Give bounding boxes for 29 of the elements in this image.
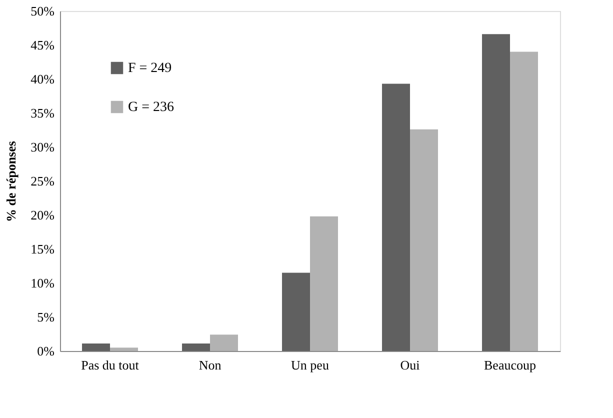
- y-tick-label: 30%: [30, 140, 55, 154]
- x-tick-label: Pas du tout: [81, 358, 140, 372]
- x-tick-label: Oui: [400, 358, 420, 372]
- y-axis-title: % de réponses: [4, 141, 19, 222]
- y-tick-label: 25%: [30, 174, 55, 188]
- x-tick-label: Un peu: [291, 358, 330, 372]
- x-tick-label: Non: [198, 358, 222, 372]
- bar: [210, 334, 238, 351]
- bar: [82, 344, 110, 351]
- bar: [310, 216, 338, 351]
- bar: [510, 52, 538, 351]
- y-tick-label: 0%: [37, 344, 55, 358]
- y-tick-label: 40%: [30, 72, 55, 86]
- y-tick-label: 45%: [30, 38, 55, 52]
- bar: [410, 129, 438, 351]
- bar: [482, 34, 510, 351]
- bar: [282, 272, 310, 351]
- bar: [182, 344, 210, 351]
- y-tick-label: 15%: [30, 242, 55, 256]
- y-tick-label: 20%: [30, 208, 55, 222]
- legend-label: F = 249: [128, 61, 172, 76]
- x-tick-label: Beaucoup: [484, 358, 536, 372]
- y-tick-label: 10%: [30, 276, 55, 290]
- y-tick-label: 50%: [30, 4, 55, 18]
- bar: [382, 84, 410, 351]
- y-tick-label: 35%: [30, 106, 55, 120]
- bar: [110, 348, 138, 351]
- y-tick-label: 5%: [37, 310, 55, 324]
- legend-label: G = 236: [128, 100, 174, 115]
